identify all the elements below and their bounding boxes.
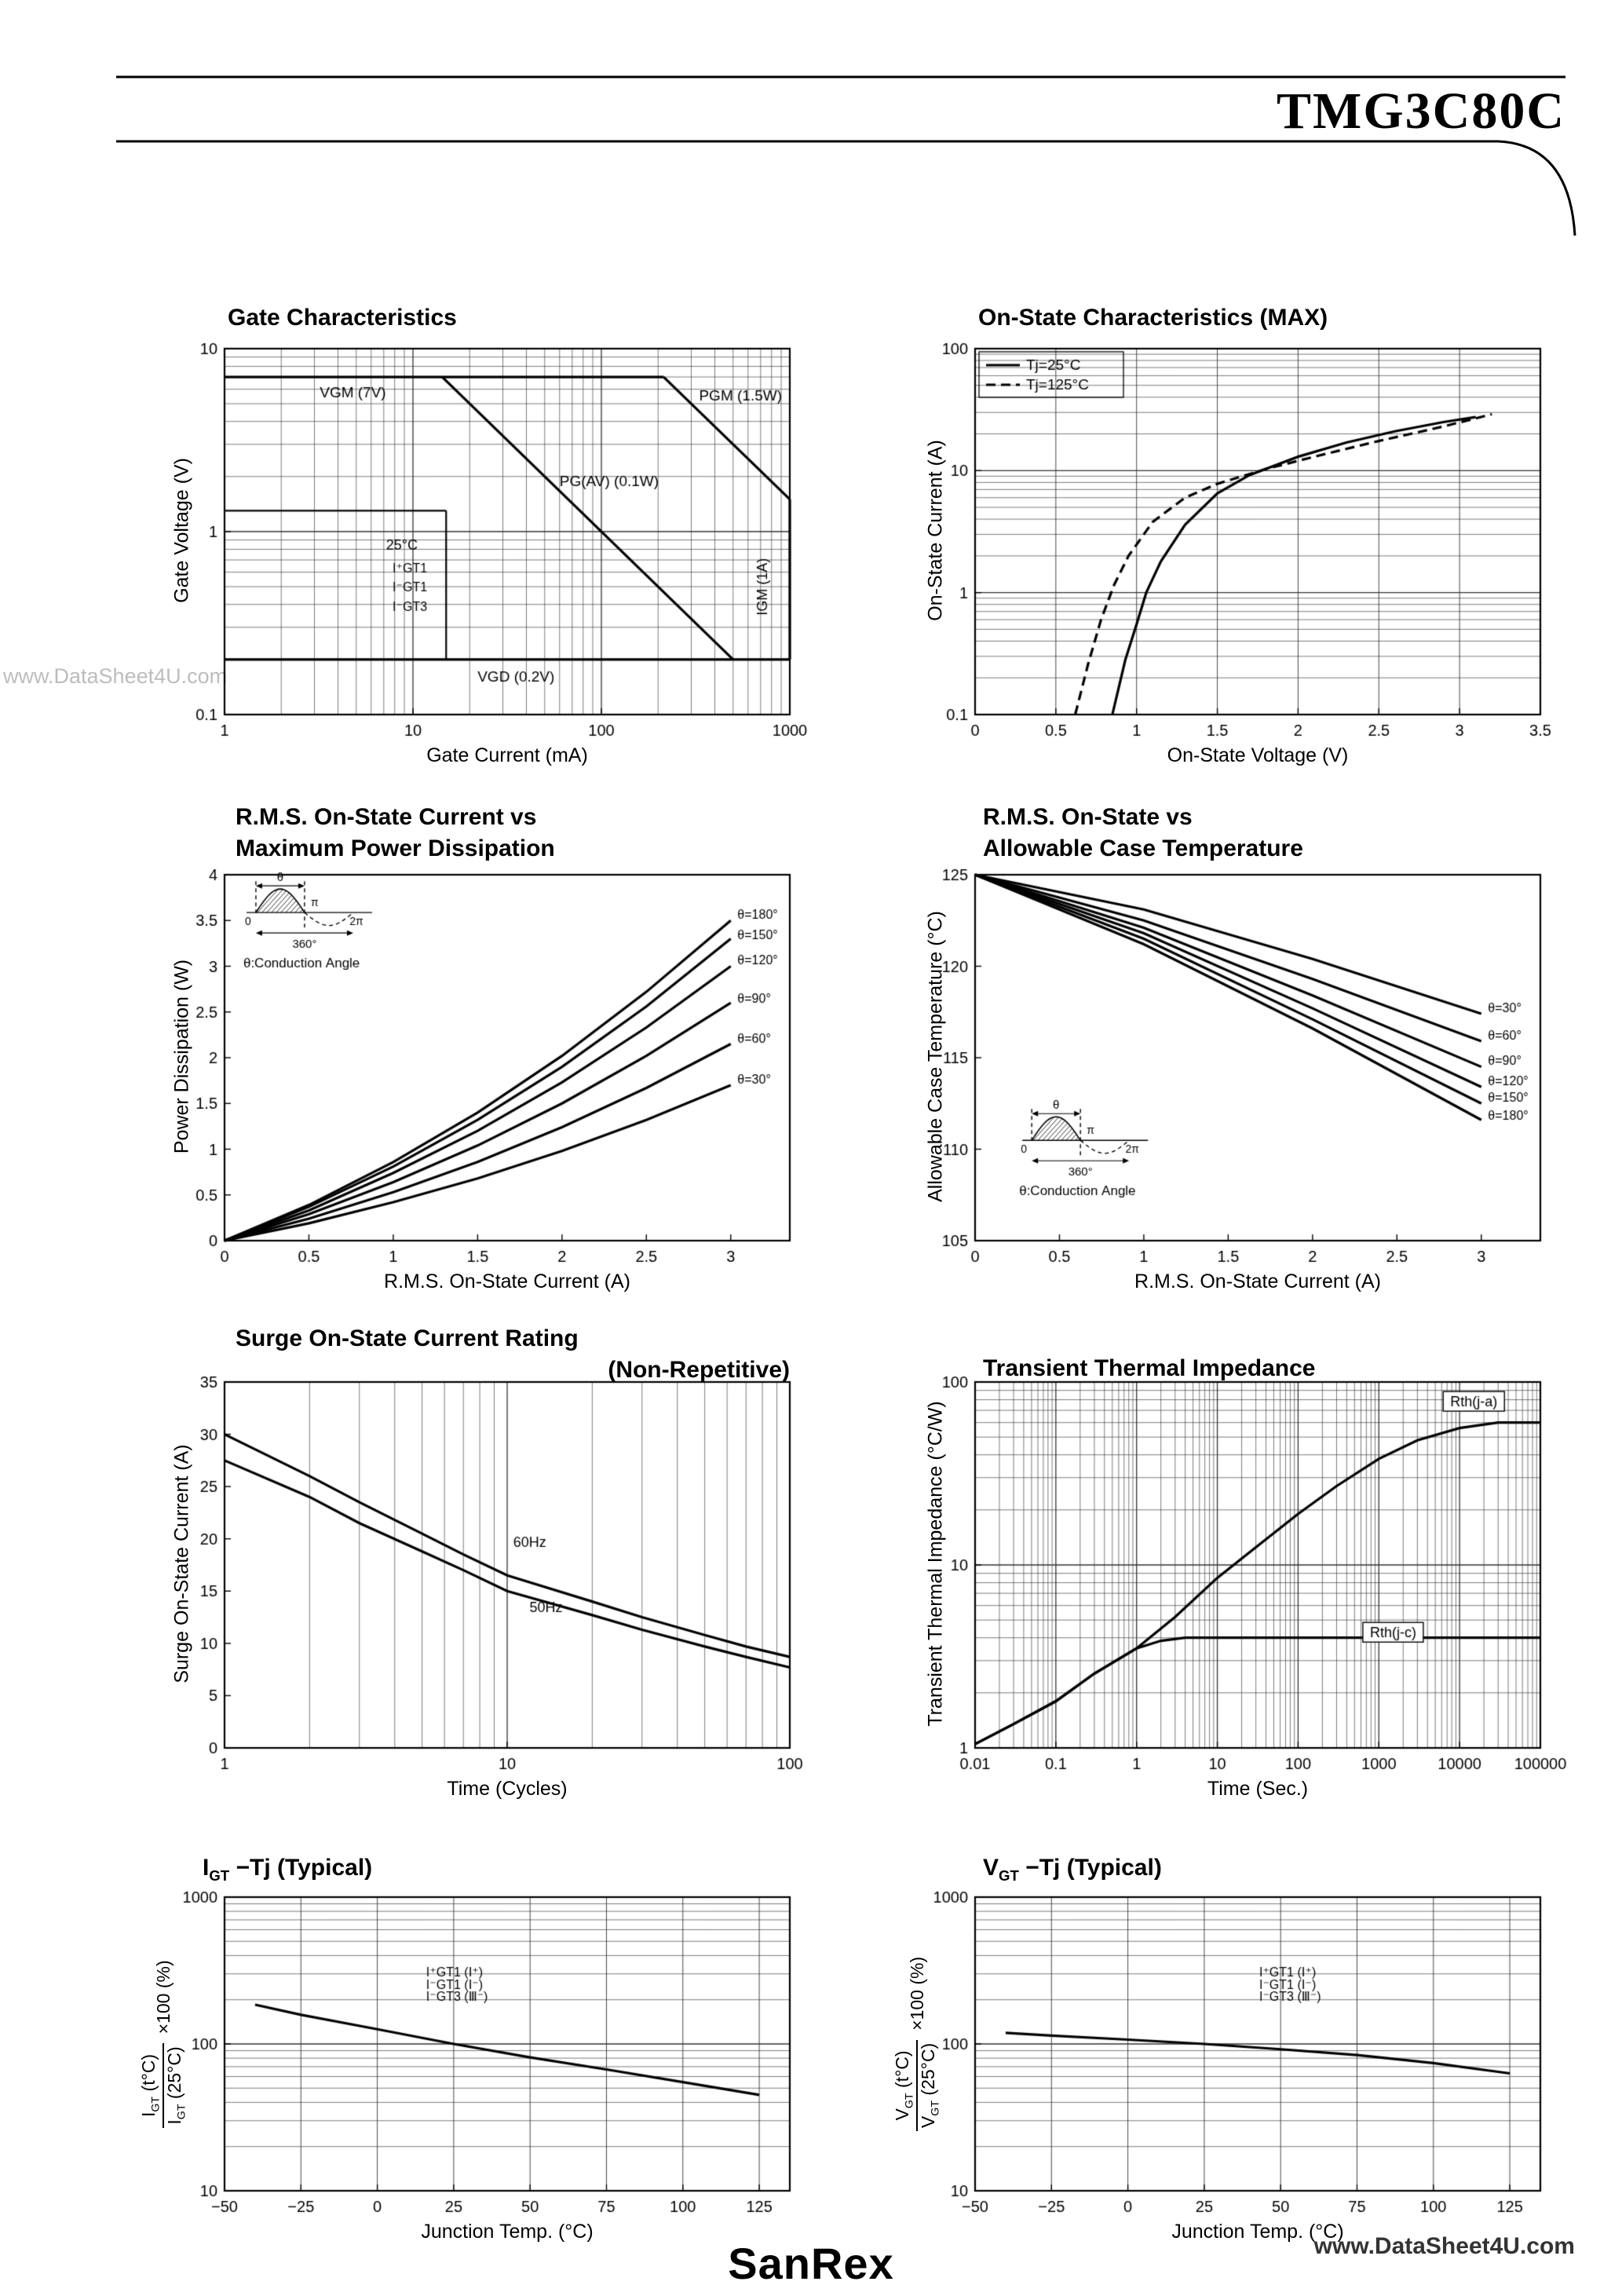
- rms-current-xlabel-left: R.M.S. On-State Current (A): [384, 1270, 630, 1292]
- case-temperature-canvas: [912, 855, 1572, 1288]
- case-temperature-title-line1: R.M.S. On-State vs: [983, 804, 1193, 830]
- surge-current-canvas: [162, 1362, 821, 1795]
- igt-tj-canvas: [162, 1877, 821, 2238]
- surge-current-title-line1: Surge On-State Current Rating: [236, 1325, 579, 1351]
- sanrex-logo: SanRex: [728, 2239, 894, 2288]
- vgt-title-symbol: V: [983, 1855, 999, 1881]
- junction-temp-xlabel-left: Junction Temp. (°C): [421, 2221, 594, 2243]
- header-rules: [116, 75, 1576, 236]
- on-state-characteristics-canvas: [912, 329, 1572, 762]
- igt-title-symbol: I: [203, 1855, 210, 1881]
- igt-title-rest: −Tj (Typical): [229, 1855, 373, 1881]
- igt-ratio-numerator: IGT (t°C): [138, 2043, 164, 2128]
- vgt-tj-title: VGT −Tj (Typical): [983, 1855, 1162, 1885]
- on-state-characteristics-title: On-State Characteristics (MAX): [978, 305, 1328, 331]
- time-sec-xlabel: Time (Sec.): [1207, 1778, 1309, 1800]
- gate-current-xlabel: Gate Current (mA): [426, 744, 588, 766]
- watermark-bottom-right: www.DataSheet4U.com: [1313, 2233, 1575, 2259]
- vgt-tj-canvas: [912, 1877, 1572, 2238]
- part-number: TMG3C80C: [1277, 82, 1565, 140]
- igt-tj-title: IGT −Tj (Typical): [203, 1855, 372, 1885]
- gate-characteristics-canvas: [162, 329, 821, 762]
- junction-temp-xlabel-right: Junction Temp. (°C): [1171, 2221, 1344, 2243]
- vgt-title-rest: −Tj (Typical): [1018, 1855, 1162, 1881]
- power-dissipation-canvas: [162, 855, 821, 1288]
- thermal-impedance-canvas: [912, 1362, 1572, 1795]
- power-dissipation-title-line1: R.M.S. On-State Current vs: [236, 804, 537, 830]
- gate-characteristics-title: Gate Characteristics: [228, 305, 457, 331]
- on-state-voltage-xlabel: On-State Voltage (V): [1167, 744, 1349, 766]
- time-cycles-xlabel: Time (Cycles): [447, 1778, 568, 1800]
- rms-current-xlabel-right: R.M.S. On-State Current (A): [1134, 1270, 1381, 1292]
